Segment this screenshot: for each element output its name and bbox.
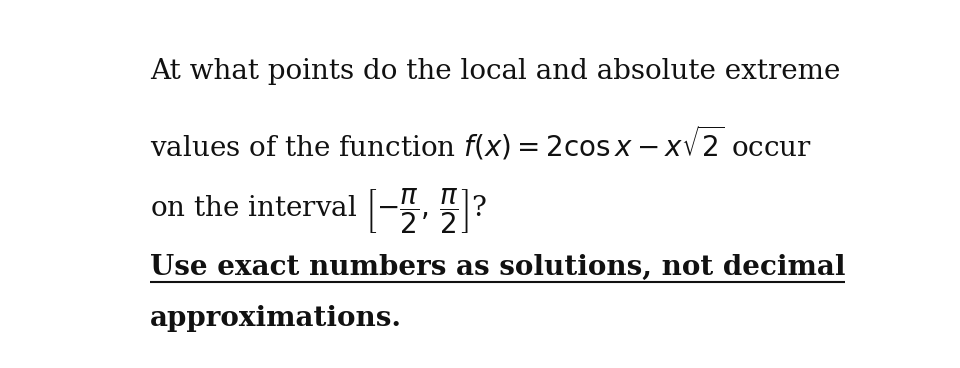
Text: Use exact numbers as solutions, not decimal: Use exact numbers as solutions, not deci…	[150, 254, 845, 281]
Text: At what points do the local and absolute extreme: At what points do the local and absolute…	[150, 59, 840, 85]
Text: on the interval $\left[-\dfrac{\pi}{2},\, \dfrac{\pi}{2}\right]$?: on the interval $\left[-\dfrac{\pi}{2},\…	[150, 186, 487, 236]
Text: approximations.: approximations.	[150, 305, 401, 332]
Text: values of the function $f(x) = 2\cos x - x\sqrt{2}$ occur: values of the function $f(x) = 2\cos x -…	[150, 124, 812, 162]
